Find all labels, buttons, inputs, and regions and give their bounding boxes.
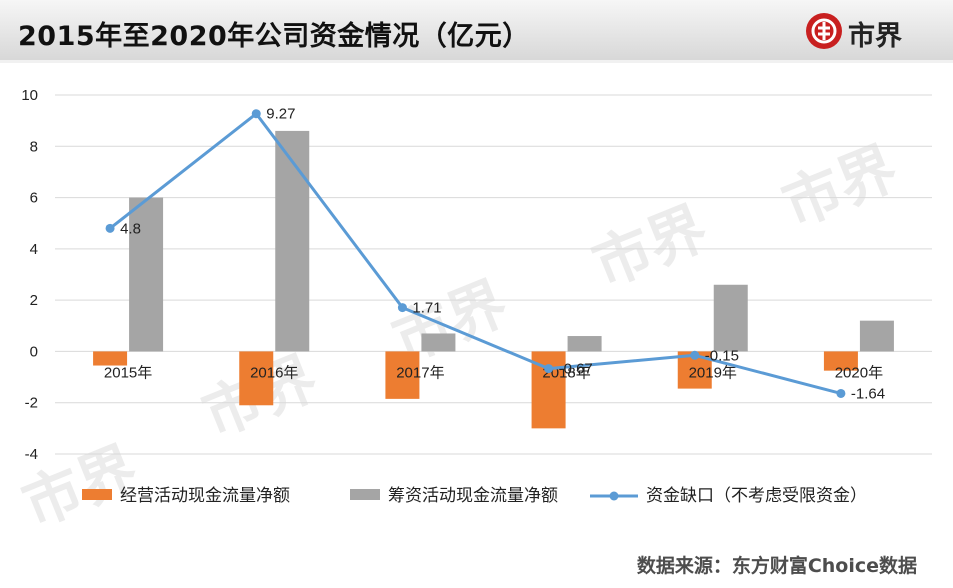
line-gap-point <box>544 364 554 374</box>
x-category-label: 2020年 <box>835 364 883 381</box>
line-data-label: -0.67 <box>559 361 593 378</box>
legend-swatch-gap-point <box>609 491 619 501</box>
page-title: 2015年至2020年公司资金情况（亿元） <box>18 21 530 52</box>
y-tick-label: 8 <box>30 138 38 155</box>
brand-logo: 市界 <box>806 13 926 52</box>
x-category-label: 2015年 <box>104 364 152 381</box>
y-tick-label: -4 <box>25 446 38 463</box>
line-data-label: -1.64 <box>851 385 885 402</box>
bar-financing <box>713 284 748 352</box>
line-gap-point <box>836 388 846 398</box>
line-data-label: 1.71 <box>412 300 441 317</box>
line-gap-point <box>397 303 407 313</box>
y-tick-label: 2 <box>30 292 38 309</box>
legend-label-financing: 筹资活动现金流量净额 <box>388 486 558 505</box>
bar-operating <box>93 351 128 366</box>
bar-financing <box>859 320 894 352</box>
x-category-label: 2017年 <box>396 364 444 381</box>
legend-label-gap: 资金缺口（不考虑受限资金） <box>646 486 867 505</box>
header-bar: 2015年至2020年公司资金情况（亿元） 市界 <box>0 0 953 63</box>
bar-financing <box>567 336 602 352</box>
line-data-label: 9.27 <box>266 106 295 123</box>
line-data-label: -0.15 <box>705 347 739 364</box>
line-gap-point <box>105 223 115 233</box>
bar-operating <box>239 351 274 406</box>
bar-financing <box>129 197 164 352</box>
line-gap-point <box>251 109 261 119</box>
bar-operating <box>385 351 420 399</box>
y-tick-label: 10 <box>21 87 38 104</box>
bar-financing <box>421 333 456 352</box>
y-tick-label: 6 <box>30 190 38 207</box>
x-category-label: 2019年 <box>689 364 737 381</box>
legend-swatch-operating <box>82 489 112 500</box>
y-tick-label: 4 <box>30 241 38 258</box>
y-tick-label: 0 <box>30 343 38 360</box>
line-data-label: 4.8 <box>120 220 141 237</box>
brand-logo-icon <box>806 13 842 49</box>
brand-logo-text: 市界 <box>848 21 902 52</box>
source-note: 数据来源：东方财富Choice数据 <box>636 555 917 577</box>
line-gap-series <box>109 112 842 395</box>
line-gap-point <box>690 350 700 360</box>
legend-swatch-financing <box>350 489 380 500</box>
bar-operating <box>823 351 858 371</box>
bar-financing <box>275 130 310 352</box>
legend-label-operating: 经营活动现金流量净额 <box>120 486 290 505</box>
x-category-label: 2016年 <box>250 364 298 381</box>
y-tick-label: -2 <box>25 395 38 412</box>
header-divider <box>0 60 953 63</box>
